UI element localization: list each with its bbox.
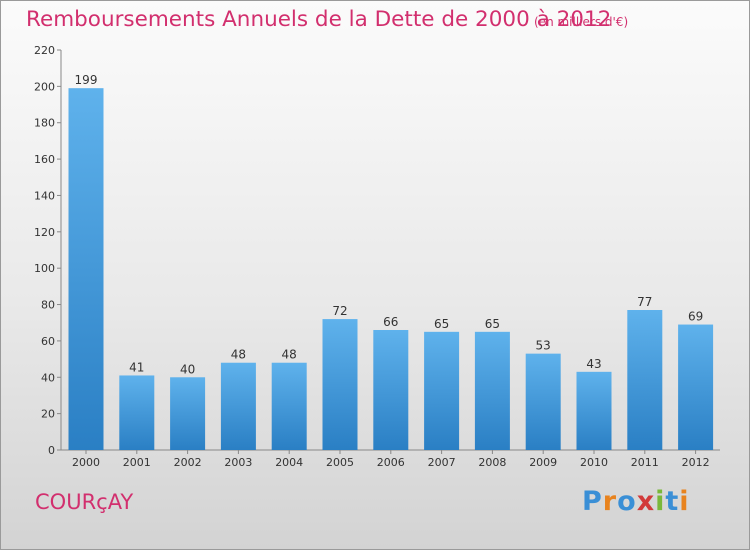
logo-letter: i (679, 486, 690, 517)
y-tick-label: 20 (41, 408, 55, 421)
y-tick-label: 120 (34, 226, 55, 239)
data-label: 77 (637, 295, 652, 309)
logo-letter: r (602, 486, 618, 517)
data-label: 65 (434, 317, 449, 331)
y-tick-label: 0 (48, 444, 55, 457)
proxiti-logo: Proxiti (582, 486, 690, 517)
x-tick-label: 2012 (682, 456, 710, 469)
logo-letter: i (655, 486, 666, 517)
data-label: 69 (688, 310, 703, 324)
y-tick-label: 180 (34, 117, 55, 130)
data-label: 43 (586, 357, 601, 371)
data-label: 199 (75, 73, 98, 87)
data-label: 48 (231, 348, 246, 362)
bar (322, 319, 358, 450)
bar (678, 324, 714, 450)
logo-letter: t (665, 486, 680, 517)
x-tick-label: 2008 (478, 456, 506, 469)
logo-letter: P (582, 486, 603, 517)
x-tick-label: 2002 (174, 456, 202, 469)
data-label: 48 (282, 348, 297, 362)
bar (220, 362, 256, 450)
data-label: 53 (536, 339, 551, 353)
data-label: 41 (129, 360, 144, 374)
bar (424, 331, 460, 450)
data-label: 72 (332, 304, 347, 318)
x-tick-label: 2005 (326, 456, 354, 469)
y-tick-label: 140 (34, 189, 55, 202)
y-tick-label: 160 (34, 153, 55, 166)
bar (373, 330, 409, 450)
x-tick-label: 2009 (529, 456, 557, 469)
x-tick-label: 2007 (428, 456, 456, 469)
x-tick-label: 2003 (224, 456, 252, 469)
bar (271, 362, 307, 450)
bar (119, 375, 155, 450)
x-tick-label: 2010 (580, 456, 608, 469)
y-tick-label: 200 (34, 80, 55, 93)
y-tick-label: 80 (41, 299, 55, 312)
logo-letter: x (636, 486, 656, 517)
chart-title: Remboursements Annuels de la Dette de 20… (26, 7, 612, 32)
x-tick-label: 2006 (377, 456, 405, 469)
bar (525, 353, 561, 450)
x-tick-label: 2011 (631, 456, 659, 469)
x-tick-label: 2004 (275, 456, 303, 469)
data-label: 65 (485, 317, 500, 331)
y-tick-label: 220 (34, 44, 55, 57)
bar (474, 331, 510, 450)
bar (170, 377, 206, 450)
bar (68, 88, 104, 450)
y-tick-label: 100 (34, 262, 55, 275)
logo-letter: o (617, 486, 637, 517)
data-label: 66 (383, 315, 398, 329)
data-label: 40 (180, 362, 195, 376)
x-tick-label: 2000 (72, 456, 100, 469)
bar (627, 310, 663, 450)
y-tick-label: 40 (41, 371, 55, 384)
bar (576, 371, 612, 450)
commune-name: COURçAY (35, 490, 134, 514)
chart-unit: (en milliers d'€) (534, 15, 629, 29)
x-tick-label: 2001 (123, 456, 151, 469)
y-tick-label: 60 (41, 335, 55, 348)
